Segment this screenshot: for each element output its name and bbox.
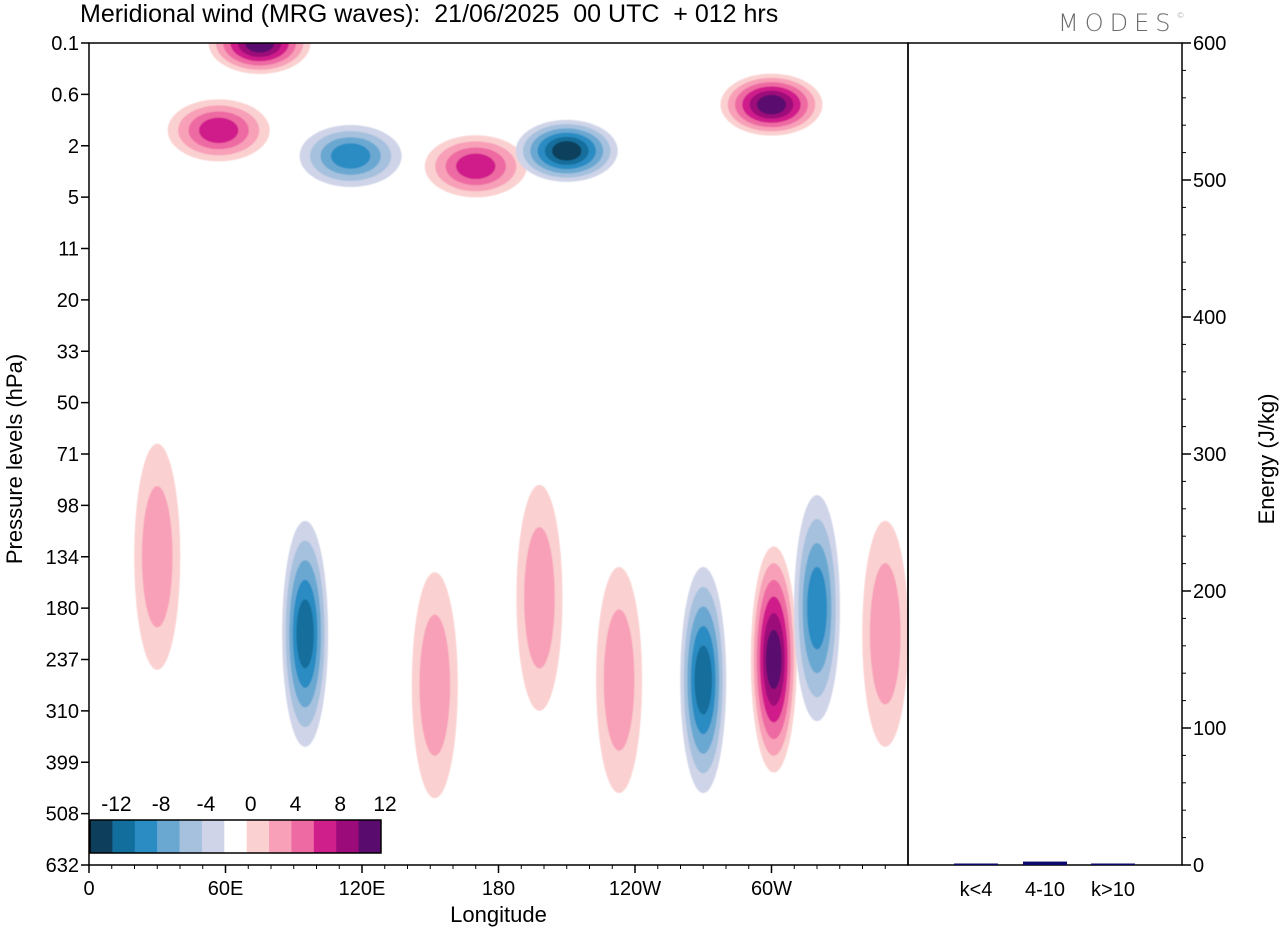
contour-band bbox=[694, 645, 712, 715]
contour-band bbox=[456, 153, 496, 180]
legend-label: 8 bbox=[334, 793, 346, 816]
x-tick-label: 120E bbox=[339, 878, 386, 900]
feature-negative-8 bbox=[282, 520, 329, 747]
contour-band bbox=[756, 94, 787, 115]
legend-swatch bbox=[201, 820, 225, 853]
energy-frame bbox=[907, 42, 1183, 866]
y-tick-label: 20 bbox=[57, 290, 79, 312]
y-tick-label: 237 bbox=[46, 650, 79, 672]
energy-tick-label: 100 bbox=[1193, 718, 1226, 740]
x-axis-label: Longitude bbox=[450, 902, 547, 927]
legend-swatch bbox=[358, 820, 382, 853]
energy-category-label: k>10 bbox=[1091, 879, 1135, 901]
x-tick-label: 180 bbox=[482, 878, 515, 900]
legend-swatch bbox=[246, 820, 270, 853]
chart-title: Meridional wind (MRG waves): 21/06/2025 … bbox=[80, 0, 779, 28]
feature-positive-12 bbox=[516, 484, 563, 711]
y-tick-label: 134 bbox=[46, 547, 79, 569]
y-tick-label: 5 bbox=[68, 187, 79, 209]
feature-positive-0 bbox=[208, 43, 311, 74]
contour-band bbox=[552, 141, 582, 161]
energy-tick-label: 500 bbox=[1193, 170, 1226, 192]
feature-negative-6 bbox=[680, 567, 727, 794]
feature-positive-11 bbox=[596, 567, 643, 794]
x-tick-label: 60W bbox=[751, 878, 792, 900]
legend-swatch bbox=[157, 820, 181, 853]
feature-positive-10 bbox=[134, 443, 181, 670]
contour-band bbox=[244, 43, 275, 53]
legend-label: 12 bbox=[373, 793, 396, 816]
feature-positive-3 bbox=[424, 135, 527, 198]
x-tick-label: 120W bbox=[609, 878, 661, 900]
legend-swatch bbox=[134, 820, 158, 853]
contour-band bbox=[524, 527, 555, 669]
legend-label: -8 bbox=[152, 793, 171, 816]
feature-negative-5 bbox=[299, 125, 402, 188]
energy-axis-label: Energy (J/kg) bbox=[1254, 394, 1279, 525]
energy-tick-label: 300 bbox=[1193, 444, 1226, 466]
legend-swatch bbox=[90, 820, 113, 853]
heatmap-field bbox=[89, 43, 908, 865]
contour-band bbox=[765, 629, 782, 690]
energy-category-label: 4-10 bbox=[1025, 879, 1065, 901]
y-tick-label: 11 bbox=[58, 239, 79, 261]
legend-label: 4 bbox=[290, 793, 302, 816]
legend-frame bbox=[89, 819, 382, 854]
contour-band bbox=[198, 117, 239, 144]
energy-bar bbox=[954, 863, 998, 865]
feature-positive-1 bbox=[167, 99, 270, 162]
contour-band bbox=[603, 609, 635, 751]
colorbar-legend: -12 -8 -4 0 4 8 12 bbox=[89, 793, 397, 854]
contour-band bbox=[296, 599, 314, 669]
y-tick-label: 50 bbox=[57, 393, 79, 415]
feature-positive-2 bbox=[720, 73, 823, 136]
legend-swatch bbox=[313, 820, 337, 853]
y-axis-label: Pressure levels (hPa) bbox=[2, 354, 27, 564]
energy-bars: k<4 4-10 k>10 bbox=[954, 861, 1135, 901]
legend-swatch bbox=[291, 820, 315, 853]
contour-band bbox=[869, 563, 901, 705]
y-tick-label: 33 bbox=[57, 341, 79, 363]
legend-label: 0 bbox=[245, 793, 257, 816]
legend-swatch bbox=[112, 820, 136, 853]
legend-swatch bbox=[224, 820, 248, 853]
legend-label: -12 bbox=[101, 793, 131, 816]
contour-band bbox=[419, 614, 451, 756]
energy-tick-label: 0 bbox=[1193, 855, 1204, 877]
feature-positive-13 bbox=[411, 572, 458, 799]
y-tick-label: 310 bbox=[46, 701, 79, 723]
feature-negative-9 bbox=[794, 495, 840, 722]
y-tick-label: 2 bbox=[68, 136, 79, 158]
energy-tick-label: 200 bbox=[1193, 581, 1226, 603]
y-tick-label: 632 bbox=[46, 855, 79, 877]
legend-swatch bbox=[269, 820, 292, 853]
energy-tick-label: 600 bbox=[1193, 33, 1226, 55]
y-tick-label: 508 bbox=[46, 804, 79, 826]
modes-logo: MODES© bbox=[1058, 9, 1185, 37]
legend-swatch bbox=[336, 820, 360, 853]
legend-swatch bbox=[179, 820, 203, 853]
y-tick-label: 0.1 bbox=[51, 33, 79, 55]
x-tick-label: 60E bbox=[208, 878, 244, 900]
contour-band bbox=[330, 143, 371, 169]
axes: 0.1 0.6 2 5 11 20 33 50 71 98 134 180 237 310 399 508 63… bbox=[2, 33, 1279, 927]
contour-band bbox=[141, 486, 173, 628]
energy-bar bbox=[1023, 861, 1067, 865]
y-tick-label: 71 bbox=[57, 444, 79, 466]
feature-positive-14 bbox=[862, 520, 908, 747]
y-tick-label: 98 bbox=[57, 495, 79, 517]
y-tick-label: 0.6 bbox=[51, 84, 79, 106]
energy-category-label: k<4 bbox=[960, 879, 993, 901]
contour-band bbox=[807, 566, 827, 650]
y-tick-label: 399 bbox=[46, 752, 79, 774]
x-tick-label: 0 bbox=[83, 878, 94, 900]
energy-bar bbox=[1091, 863, 1135, 865]
energy-tick-label: 400 bbox=[1193, 307, 1226, 329]
feature-positive-7 bbox=[750, 546, 797, 773]
y-tick-label: 180 bbox=[46, 598, 79, 620]
feature-negative-4 bbox=[515, 119, 618, 182]
legend-label: -4 bbox=[197, 793, 216, 816]
